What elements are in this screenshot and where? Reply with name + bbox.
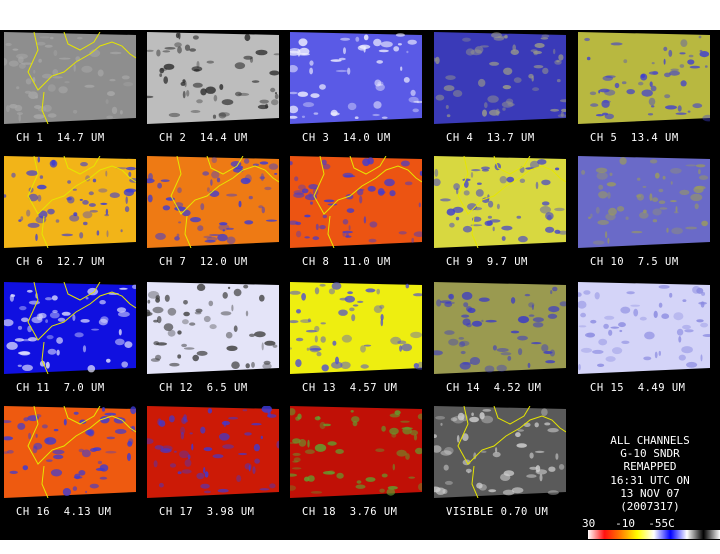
channel-label: CH 2 14.4 UM (159, 132, 248, 144)
colorbar (588, 530, 720, 539)
channel-panel (147, 406, 279, 498)
credit-text: NOAA UW-CIMSS (590, 542, 673, 554)
channel-label: CH 13 4.57 UM (302, 382, 398, 394)
channel-label: CH 17 3.98 UM (159, 506, 255, 518)
channel-panel (578, 32, 710, 124)
channel-panel (290, 156, 422, 248)
channel-label: CH 1 14.7 UM (16, 132, 105, 144)
channel-panel (434, 282, 566, 374)
info-line: G-10 SNDR (620, 447, 680, 461)
channel-panel (290, 32, 422, 124)
channel-panel (434, 32, 566, 124)
image-canvas: CH 1 14.7 UM CH 2 14.4 UM CH 3 14.0 UM CH 4… (0, 30, 720, 554)
info-line: 16:31 UTC ON (610, 473, 690, 487)
channel-label: CH 3 14.0 UM (302, 132, 391, 144)
channel-label: CH 18 3.76 UM (302, 506, 398, 518)
info-line: ALL CHANNELS (610, 434, 690, 447)
channel-label: CH 4 13.7 UM (446, 132, 535, 144)
channel-label: CH 7 12.0 UM (159, 256, 248, 268)
channel-panel (290, 282, 422, 374)
channel-panel (4, 406, 136, 498)
channel-panel (578, 282, 710, 374)
channel-panel (4, 156, 136, 248)
channel-panel (4, 282, 136, 374)
channel-panel (290, 406, 422, 498)
channel-label: CH 6 12.7 UM (16, 256, 105, 268)
channel-label: CH 15 4.49 UM (590, 382, 686, 394)
channel-panel (147, 32, 279, 124)
info-line: (2007317) (620, 500, 680, 514)
channel-label: CH 8 11.0 UM (302, 256, 391, 268)
channel-panel (147, 282, 279, 374)
channel-label: CH 9 9.7 UM (446, 256, 528, 268)
channel-label: CH 5 13.4 UM (590, 132, 679, 144)
channel-label: CH 16 4.13 UM (16, 506, 112, 518)
colorbar-labels: 30 -10 -55C (582, 517, 675, 530)
channel-panel (434, 156, 566, 248)
channel-label: CH 14 4.52 UM (446, 382, 542, 394)
channel-panel (147, 156, 279, 248)
channel-label: CH 12 6.5 UM (159, 382, 248, 394)
channel-panel (4, 32, 136, 124)
channel-label: VISIBLE 0.70 UM (446, 506, 549, 518)
channel-panel (578, 156, 710, 248)
info-block: ALL CHANNELS G-10 SNDR REMAPPED 16:31 UT… (580, 434, 720, 513)
channel-label: CH 10 7.5 UM (590, 256, 679, 268)
info-line: 13 NOV 07 (620, 486, 680, 500)
channel-panel (434, 406, 566, 498)
channel-label: CH 11 7.0 UM (16, 382, 105, 394)
info-line: REMAPPED (623, 460, 677, 474)
